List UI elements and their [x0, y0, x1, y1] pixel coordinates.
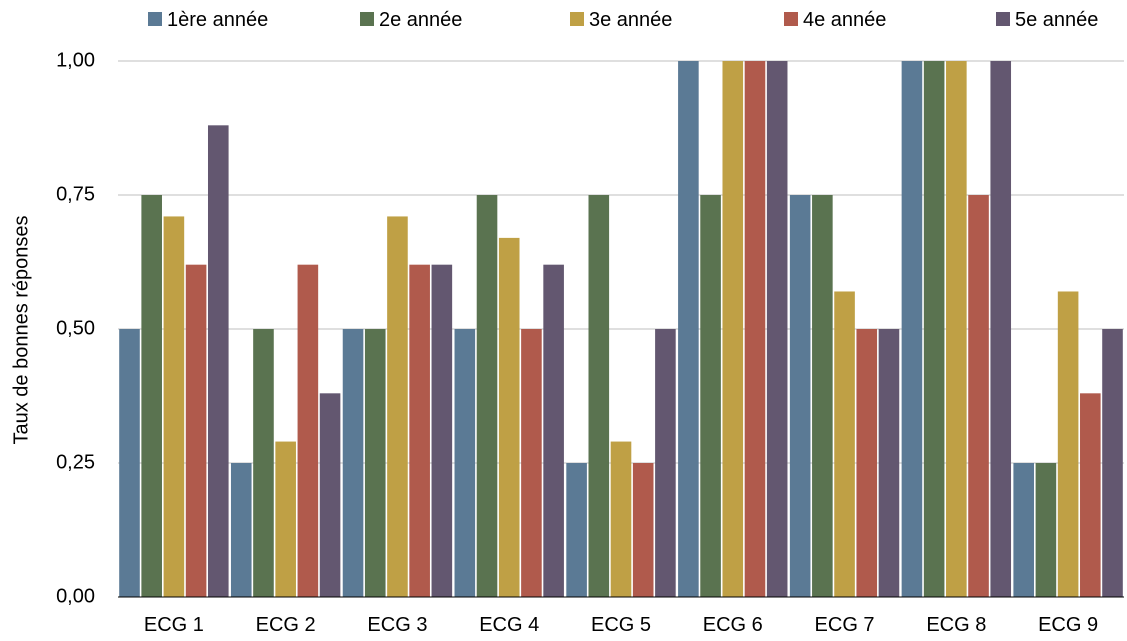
y-axis-title: Taux de bonnes réponses: [10, 215, 32, 444]
bar: [901, 61, 923, 597]
x-tick-label: ECG 1: [144, 614, 204, 636]
bar: [588, 195, 610, 597]
bar: [431, 264, 453, 597]
legend-label: 4e année: [803, 9, 886, 31]
bar: [766, 61, 788, 597]
bar: [789, 195, 811, 597]
bar: [119, 329, 140, 597]
bar: [632, 463, 654, 597]
bar: [722, 61, 744, 597]
bar: [923, 61, 945, 597]
x-tick-label: ECG 4: [479, 614, 539, 636]
bar: [990, 61, 1012, 597]
bar: [364, 329, 386, 597]
legend-label: 1ère année: [167, 9, 268, 31]
bar: [454, 329, 476, 597]
legend: 1ère année 2e année 3e année 4e année 5e ann…: [148, 9, 1098, 31]
x-tick-label: ECG 5: [591, 614, 651, 636]
y-tick-label: 1,00: [56, 49, 95, 71]
bar: [856, 329, 878, 597]
y-tick-label: 0,25: [56, 451, 95, 473]
bar: [700, 195, 721, 597]
bar: [1013, 463, 1035, 597]
bar: [744, 61, 766, 597]
bar: [163, 216, 185, 597]
x-tick-label: ECG 8: [926, 614, 986, 636]
bar: [1080, 393, 1101, 597]
y-tick-label: 0,50: [56, 317, 95, 339]
bar: [141, 195, 162, 597]
bar: [498, 237, 520, 597]
bar: [678, 61, 699, 597]
bar: [1102, 329, 1123, 597]
legend-swatch: [360, 12, 374, 26]
x-tick-label: ECG 6: [703, 614, 763, 636]
legend-label: 5e année: [1015, 9, 1098, 31]
bar: [812, 195, 833, 597]
bar: [409, 264, 430, 597]
x-tick-label: ECG 9: [1038, 614, 1098, 636]
y-axis: 0,00 0,25 0,50 0,75 1,00: [56, 49, 95, 607]
bar: [230, 463, 252, 597]
bar: [207, 125, 229, 597]
x-tick-label: ECG 7: [815, 614, 875, 636]
bar: [342, 329, 364, 597]
bar: [946, 61, 967, 597]
bar: [1035, 463, 1057, 597]
legend-swatch: [570, 12, 584, 26]
bar: [1057, 291, 1079, 597]
bar: [543, 264, 564, 597]
bar: [319, 393, 341, 597]
legend-swatch: [996, 12, 1010, 26]
legend-label: 3e année: [589, 9, 672, 31]
bar: [610, 441, 632, 597]
bar: [566, 463, 587, 597]
bar: [476, 195, 498, 597]
legend-swatch: [784, 12, 798, 26]
bar: [834, 291, 855, 597]
bar: [275, 441, 296, 597]
bars: [119, 61, 1123, 597]
bar: [387, 216, 408, 597]
y-tick-label: 0,00: [56, 585, 95, 607]
bar: [253, 329, 274, 597]
y-tick-label: 0,75: [56, 183, 95, 205]
x-tick-label: ECG 3: [367, 614, 427, 636]
bar: [521, 329, 542, 597]
bar: [297, 264, 319, 597]
x-axis: ECG 1 ECG 2 ECG 3 ECG 4 ECG 5 ECG 6 ECG 7 ECG 8…: [118, 596, 1124, 636]
x-tick-label: ECG 2: [256, 614, 316, 636]
bar: [968, 195, 989, 597]
bar: [655, 329, 676, 597]
bar: [878, 329, 900, 597]
bar: [185, 264, 207, 597]
legend-label: 2e année: [379, 9, 462, 31]
legend-swatch: [148, 12, 162, 26]
